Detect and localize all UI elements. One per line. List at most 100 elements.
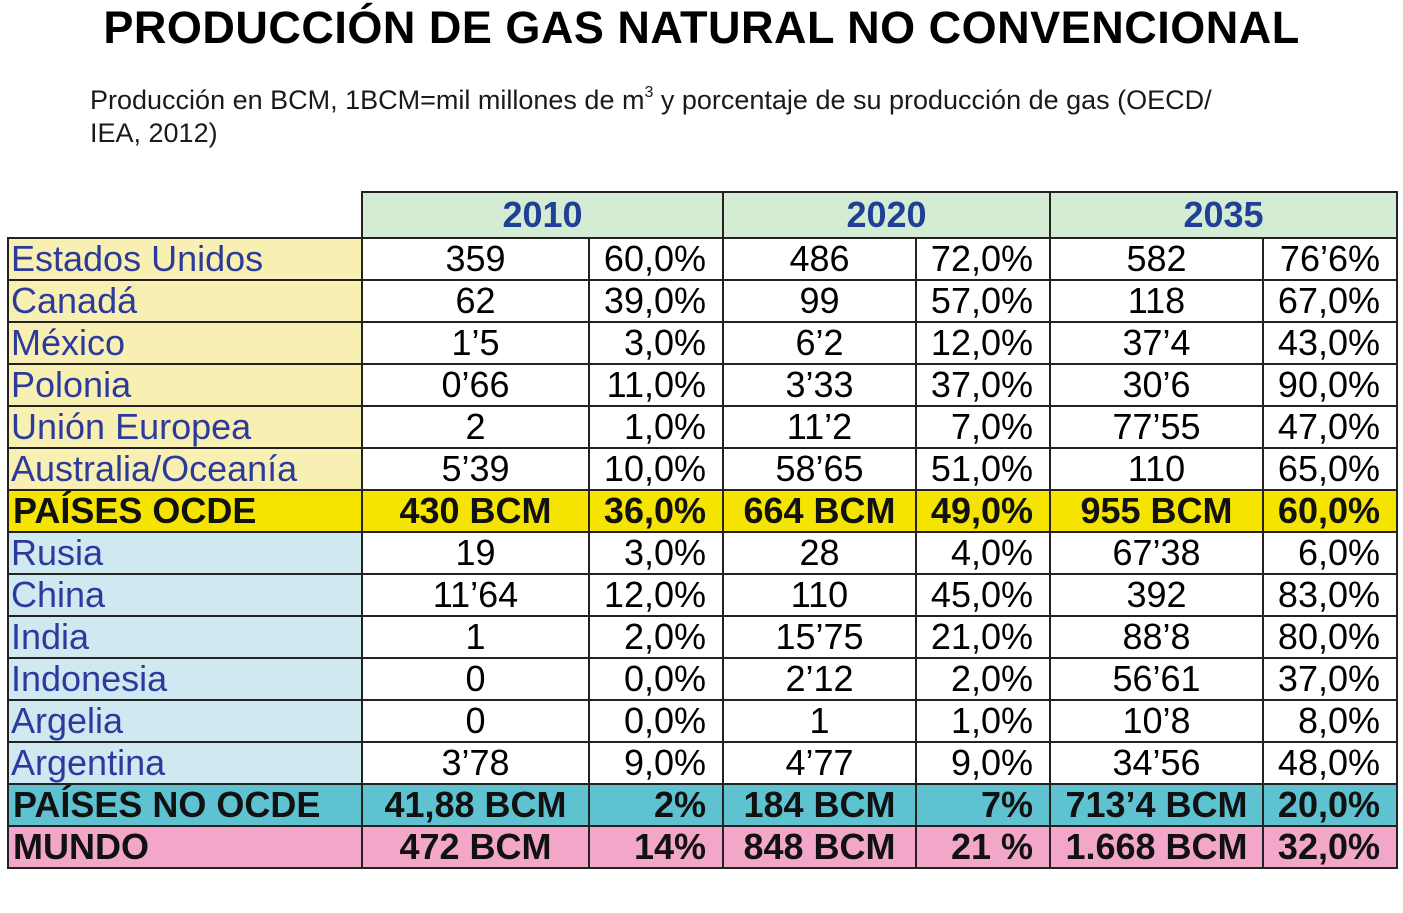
percent-2035-cell: 48,0% <box>1262 741 1398 785</box>
country-name: México <box>7 321 363 365</box>
value-2010-cell: 430 BCM <box>361 489 590 533</box>
percent-2020-cell: 57,0% <box>915 279 1051 323</box>
percent-2020-cell: 72,0% <box>915 237 1051 281</box>
table-row: Unión Europea 2 1,0% 11’2 7,0% 77’55 47,0% <box>7 405 1398 449</box>
percent-2035-cell: 47,0% <box>1262 405 1398 449</box>
value-2035-cell: 582 <box>1049 237 1264 281</box>
percent-2010-cell: 14% <box>588 825 724 869</box>
table-row: India 1 2,0% 15’75 21,0% 88’8 80,0% <box>7 615 1398 659</box>
percent-2010-cell: 39,0% <box>588 279 724 323</box>
percent-2010-cell: 10,0% <box>588 447 724 491</box>
table-row: China 11’64 12,0% 110 45,0% 392 83,0% <box>7 573 1398 617</box>
percent-2020-cell: 12,0% <box>915 321 1051 365</box>
year-header-2020: 2020 <box>722 191 1051 239</box>
table-row: Indonesia 0 0,0% 2’12 2,0% 56’61 37,0% <box>7 657 1398 701</box>
percent-2010-cell: 0,0% <box>588 657 724 701</box>
percent-2020-cell: 7% <box>915 783 1051 827</box>
percent-2010-cell: 3,0% <box>588 321 724 365</box>
value-2010-cell: 62 <box>361 279 590 323</box>
country-name: Argelia <box>7 699 363 743</box>
value-2010-cell: 0 <box>361 699 590 743</box>
percent-2020-cell: 1,0% <box>915 699 1051 743</box>
percent-2020-cell: 9,0% <box>915 741 1051 785</box>
percent-2010-cell: 9,0% <box>588 741 724 785</box>
percent-2035-cell: 90,0% <box>1262 363 1398 407</box>
table-row: Canadá 62 39,0% 99 57,0% 118 67,0% <box>7 279 1398 323</box>
percent-2010-cell: 12,0% <box>588 573 724 617</box>
value-2035-cell: 34’56 <box>1049 741 1264 785</box>
value-2035-cell: 713’4 BCM <box>1049 783 1264 827</box>
value-2035-cell: 110 <box>1049 447 1264 491</box>
subtitle: Producción en BCM, 1BCM=mil millones de … <box>90 84 1350 150</box>
value-2010-cell: 1 <box>361 615 590 659</box>
value-2020-cell: 58’65 <box>722 447 917 491</box>
value-2010-cell: 472 BCM <box>361 825 590 869</box>
value-2035-cell: 1.668 BCM <box>1049 825 1264 869</box>
subtitle-text-cont: y porcentaje de su producción de gas (OE… <box>653 85 1212 115</box>
year-header-2010: 2010 <box>361 191 724 239</box>
value-2010-cell: 3’78 <box>361 741 590 785</box>
percent-2010-cell: 11,0% <box>588 363 724 407</box>
value-2020-cell: 1 <box>722 699 917 743</box>
percent-2020-cell: 21 % <box>915 825 1051 869</box>
value-2010-cell: 0’66 <box>361 363 590 407</box>
percent-2035-cell: 65,0% <box>1262 447 1398 491</box>
total-label: MUNDO <box>7 825 363 869</box>
percent-2020-cell: 49,0% <box>915 489 1051 533</box>
percent-2020-cell: 51,0% <box>915 447 1051 491</box>
subtitle-line2: IEA, 2012) <box>90 118 218 148</box>
page-title: PRODUCCIÓN DE GAS NATURAL NO CONVENCIONA… <box>103 2 1300 53</box>
country-name: Indonesia <box>7 657 363 701</box>
total-label: PAÍSES OCDE <box>7 489 363 533</box>
percent-2020-cell: 2,0% <box>915 657 1051 701</box>
value-2035-cell: 88’8 <box>1049 615 1264 659</box>
percent-2035-cell: 60,0% <box>1262 489 1398 533</box>
table-body: Estados Unidos 359 60,0% 486 72,0% 582 76’6% Ca… <box>7 237 1398 869</box>
table-row: México 1’5 3,0% 6’2 12,0% 37’4 43,0% <box>7 321 1398 365</box>
value-2020-cell: 664 BCM <box>722 489 917 533</box>
gas-production-table: 2010 2020 2035 Estados Unidos 359 60,0% 486… <box>7 191 1398 869</box>
percent-2035-cell: 8,0% <box>1262 699 1398 743</box>
percent-2035-cell: 37,0% <box>1262 657 1398 701</box>
percent-2035-cell: 20,0% <box>1262 783 1398 827</box>
percent-2010-cell: 36,0% <box>588 489 724 533</box>
percent-2010-cell: 60,0% <box>588 237 724 281</box>
country-name: Rusia <box>7 531 363 575</box>
subtitle-superscript: 3 <box>644 84 654 101</box>
percent-2035-cell: 6,0% <box>1262 531 1398 575</box>
value-2035-cell: 392 <box>1049 573 1264 617</box>
percent-2020-cell: 21,0% <box>915 615 1051 659</box>
value-2010-cell: 41,88 BCM <box>361 783 590 827</box>
percent-2035-cell: 80,0% <box>1262 615 1398 659</box>
table-row: Australia/Oceanía 5’39 10,0% 58’65 51,0% 110 6… <box>7 447 1398 491</box>
value-2020-cell: 4’77 <box>722 741 917 785</box>
country-name: China <box>7 573 363 617</box>
table-row: Argelia 0 0,0% 1 1,0% 10’8 8,0% <box>7 699 1398 743</box>
value-2020-cell: 3’33 <box>722 363 917 407</box>
percent-2010-cell: 1,0% <box>588 405 724 449</box>
year-header-2035: 2035 <box>1049 191 1398 239</box>
percent-2010-cell: 2,0% <box>588 615 724 659</box>
total-row-noocde: PAÍSES NO OCDE 41,88 BCM 2% 184 BCM 7% 713’4 … <box>7 783 1398 827</box>
table-row: Rusia 19 3,0% 28 4,0% 67’38 6,0% <box>7 531 1398 575</box>
percent-2010-cell: 2% <box>588 783 724 827</box>
subtitle-text: Producción en BCM, 1BCM=mil millones de … <box>90 85 645 115</box>
country-name: Australia/Oceanía <box>7 447 363 491</box>
value-2035-cell: 955 BCM <box>1049 489 1264 533</box>
percent-2020-cell: 7,0% <box>915 405 1051 449</box>
value-2010-cell: 5’39 <box>361 447 590 491</box>
value-2010-cell: 0 <box>361 657 590 701</box>
total-label: PAÍSES NO OCDE <box>7 783 363 827</box>
value-2010-cell: 359 <box>361 237 590 281</box>
value-2020-cell: 99 <box>722 279 917 323</box>
value-2035-cell: 30’6 <box>1049 363 1264 407</box>
header-blank <box>8 192 362 238</box>
value-2020-cell: 848 BCM <box>722 825 917 869</box>
percent-2010-cell: 0,0% <box>588 699 724 743</box>
value-2020-cell: 2’12 <box>722 657 917 701</box>
percent-2020-cell: 37,0% <box>915 363 1051 407</box>
percent-2020-cell: 45,0% <box>915 573 1051 617</box>
value-2035-cell: 10’8 <box>1049 699 1264 743</box>
country-name: Canadá <box>7 279 363 323</box>
country-name: Estados Unidos <box>7 237 363 281</box>
